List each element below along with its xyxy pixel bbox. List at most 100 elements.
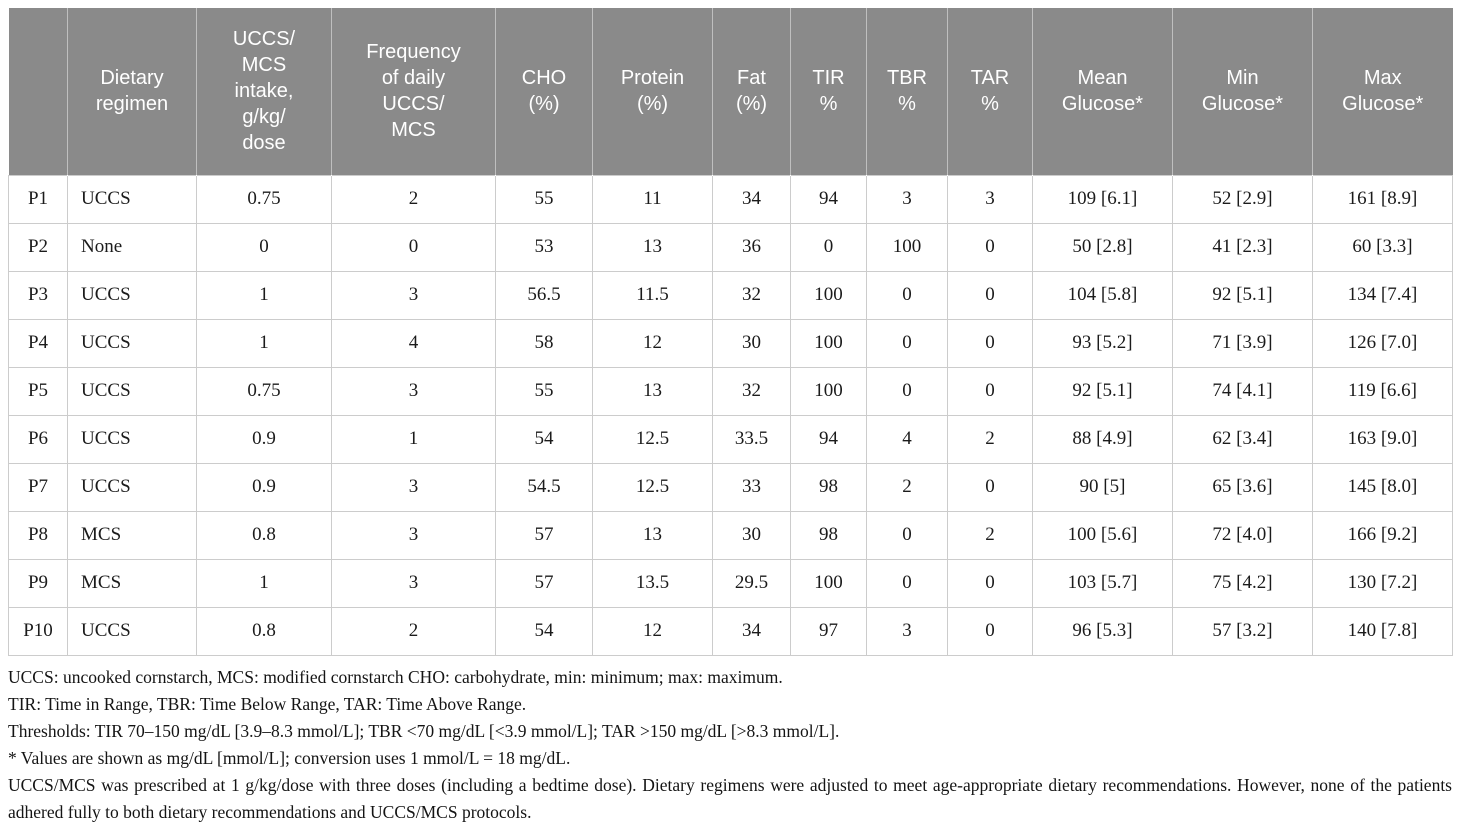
- footnote-prescription: UCCS/MCS was prescribed at 1 g/kg/dose w…: [8, 774, 1452, 822]
- cell-p8-id: P8: [8, 510, 68, 560]
- cell-p5-intake: 0.75: [196, 366, 332, 416]
- cell-p3-min_glucose: 92 [5.1]: [1172, 270, 1313, 320]
- cell-p6-intake: 0.9: [196, 414, 332, 464]
- cell-p8-intake: 0.8: [196, 510, 332, 560]
- cell-p9-intake: 1: [196, 558, 332, 608]
- cell-p1-regimen: UCCS: [67, 174, 197, 224]
- cell-p3-id: P3: [8, 270, 68, 320]
- cell-p1-frequency: 2: [331, 174, 496, 224]
- cell-p1-fat: 34: [712, 174, 791, 224]
- table-header-row: Dietary regimen UCCS/ MCS intake, g/kg/ d…: [8, 8, 1453, 175]
- paper-table-figure: Dietary regimen UCCS/ MCS intake, g/kg/ d…: [8, 8, 1453, 826]
- table-footnotes: UCCS: uncooked cornstarch, MCS: modified…: [8, 664, 1452, 826]
- cell-p6-tbr: 4: [866, 414, 948, 464]
- cell-p10-protein: 12: [592, 606, 713, 656]
- cell-p2-frequency: 0: [331, 222, 496, 272]
- cell-p8-frequency: 3: [331, 510, 496, 560]
- cell-p3-tar: 0: [947, 270, 1033, 320]
- cell-p2-fat: 36: [712, 222, 791, 272]
- cell-p2-tir: 0: [790, 222, 867, 272]
- cell-p9-fat: 29.5: [712, 558, 791, 608]
- cell-p2-regimen: None: [67, 222, 197, 272]
- cell-p8-tbr: 0: [866, 510, 948, 560]
- table-header: Dietary regimen UCCS/ MCS intake, g/kg/ d…: [8, 8, 1453, 175]
- cell-p6-regimen: UCCS: [67, 414, 197, 464]
- cell-p8-protein: 13: [592, 510, 713, 560]
- cell-p5-id: P5: [8, 366, 68, 416]
- cell-p4-id: P4: [8, 318, 68, 368]
- cell-p3-max_glucose: 134 [7.4]: [1312, 270, 1453, 320]
- cell-p8-cho: 57: [495, 510, 593, 560]
- column-header-mean_glucose: Mean Glucose*: [1032, 8, 1173, 175]
- cell-p3-mean_glucose: 104 [5.8]: [1032, 270, 1173, 320]
- cell-p5-tar: 0: [947, 366, 1033, 416]
- cell-p3-frequency: 3: [331, 270, 496, 320]
- cell-p2-protein: 13: [592, 222, 713, 272]
- cell-p1-protein: 11: [592, 174, 713, 224]
- cell-p7-mean_glucose: 90 [5]: [1032, 462, 1173, 512]
- table-body: P1 UCCS 0.75 2 55 11 34 94 3 3 109 [6.1] 52 [2.9] 16…: [8, 174, 1453, 656]
- cell-p10-tar: 0: [947, 606, 1033, 656]
- cell-p6-frequency: 1: [331, 414, 496, 464]
- cell-p10-cho: 54: [495, 606, 593, 656]
- cell-p1-tir: 94: [790, 174, 867, 224]
- table-row-p4: P4 UCCS 1 4 58 12 30 100 0 0 93 [5.2] 71 [3.9] 126 […: [8, 318, 1453, 368]
- cell-p10-tbr: 3: [866, 606, 948, 656]
- column-header-regimen: Dietary regimen: [67, 8, 197, 175]
- cell-p5-cho: 55: [495, 366, 593, 416]
- column-header-fat: Fat (%): [712, 8, 791, 175]
- cell-p6-tir: 94: [790, 414, 867, 464]
- cell-p5-frequency: 3: [331, 366, 496, 416]
- table-row-p8: P8 MCS 0.8 3 57 13 30 98 0 2 100 [5.6] 72 [4.0] 166 …: [8, 510, 1453, 560]
- cell-p8-tir: 98: [790, 510, 867, 560]
- cell-p4-intake: 1: [196, 318, 332, 368]
- cell-p5-protein: 13: [592, 366, 713, 416]
- cell-p9-tar: 0: [947, 558, 1033, 608]
- column-header-frequency: Frequency of daily UCCS/ MCS: [331, 8, 496, 175]
- cell-p4-protein: 12: [592, 318, 713, 368]
- cell-p9-cho: 57: [495, 558, 593, 608]
- column-header-tir: TIR %: [790, 8, 867, 175]
- column-header-intake: UCCS/ MCS intake, g/kg/ dose: [196, 8, 332, 175]
- cell-p9-max_glucose: 130 [7.2]: [1312, 558, 1453, 608]
- footnote-abbreviations: UCCS: uncooked cornstarch, MCS: modified…: [8, 666, 783, 687]
- cell-p6-cho: 54: [495, 414, 593, 464]
- cell-p5-mean_glucose: 92 [5.1]: [1032, 366, 1173, 416]
- cell-p7-min_glucose: 65 [3.6]: [1172, 462, 1313, 512]
- cell-p1-id: P1: [8, 174, 68, 224]
- column-header-cho: CHO (%): [495, 8, 593, 175]
- cell-p1-min_glucose: 52 [2.9]: [1172, 174, 1313, 224]
- cell-p3-regimen: UCCS: [67, 270, 197, 320]
- cell-p8-max_glucose: 166 [9.2]: [1312, 510, 1453, 560]
- cell-p5-fat: 32: [712, 366, 791, 416]
- cell-p10-mean_glucose: 96 [5.3]: [1032, 606, 1173, 656]
- cell-p4-regimen: UCCS: [67, 318, 197, 368]
- footnote-thresholds: Thresholds: TIR 70–150 mg/dL [3.9–8.3 mm…: [8, 720, 840, 741]
- cell-p10-intake: 0.8: [196, 606, 332, 656]
- cell-p4-mean_glucose: 93 [5.2]: [1032, 318, 1173, 368]
- cell-p6-protein: 12.5: [592, 414, 713, 464]
- cell-p10-fat: 34: [712, 606, 791, 656]
- table-row-p1: P1 UCCS 0.75 2 55 11 34 94 3 3 109 [6.1] 52 [2.9] 16…: [8, 174, 1453, 224]
- cell-p10-id: P10: [8, 606, 68, 656]
- cell-p6-tar: 2: [947, 414, 1033, 464]
- cell-p7-tir: 98: [790, 462, 867, 512]
- cell-p2-max_glucose: 60 [3.3]: [1312, 222, 1453, 272]
- cell-p7-id: P7: [8, 462, 68, 512]
- cell-p4-fat: 30: [712, 318, 791, 368]
- cell-p9-mean_glucose: 103 [5.7]: [1032, 558, 1173, 608]
- cell-p2-mean_glucose: 50 [2.8]: [1032, 222, 1173, 272]
- cell-p4-tbr: 0: [866, 318, 948, 368]
- cell-p4-frequency: 4: [331, 318, 496, 368]
- cell-p4-min_glucose: 71 [3.9]: [1172, 318, 1313, 368]
- cell-p7-tar: 0: [947, 462, 1033, 512]
- cell-p1-tbr: 3: [866, 174, 948, 224]
- cell-p5-tbr: 0: [866, 366, 948, 416]
- table-row-p7: P7 UCCS 0.9 3 54.5 12.5 33 98 2 0 90 [5] 65 [3.6] 14…: [8, 462, 1453, 512]
- cell-p1-max_glucose: 161 [8.9]: [1312, 174, 1453, 224]
- cell-p7-tbr: 2: [866, 462, 948, 512]
- cell-p7-cho: 54.5: [495, 462, 593, 512]
- cell-p1-intake: 0.75: [196, 174, 332, 224]
- cell-p6-min_glucose: 62 [3.4]: [1172, 414, 1313, 464]
- cell-p9-min_glucose: 75 [4.2]: [1172, 558, 1313, 608]
